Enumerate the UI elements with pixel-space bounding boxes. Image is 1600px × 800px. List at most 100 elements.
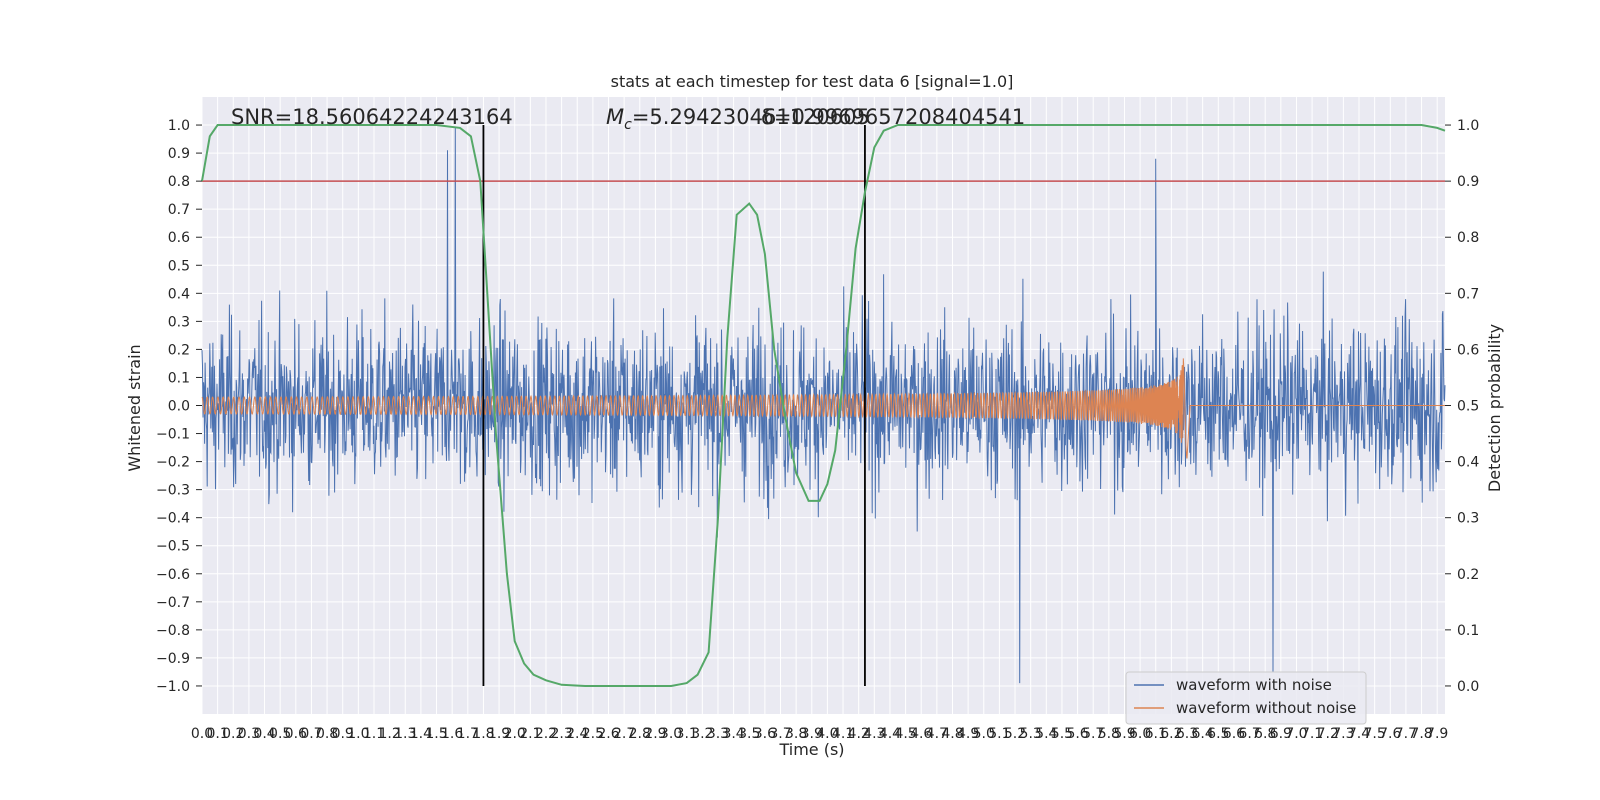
y-tick-label: 0.4: [168, 286, 190, 302]
clean-line: [201, 358, 1445, 459]
y-tick-label: −0.7: [156, 595, 190, 611]
x-tick-label: 6.7: [1238, 726, 1260, 742]
x-tick-label: 0.4: [253, 726, 275, 742]
x-tick-label: 3.7: [769, 726, 791, 742]
y2-tick-label: 0.3: [1457, 511, 1479, 527]
x-tick-label: 4.1: [832, 726, 854, 742]
x-tick-label: 6.9: [1270, 726, 1292, 742]
y2-tick-label: 0.1: [1457, 623, 1479, 639]
y-tick-label: −0.4: [156, 511, 190, 527]
y-tick-label: 0.3: [168, 314, 190, 330]
x-tick-label: 5.3: [1020, 726, 1042, 742]
x-tick-label: 6.8: [1254, 726, 1276, 742]
chirp-mass-symbol: M: [606, 105, 624, 129]
x-tick-label: 0.7: [300, 726, 322, 742]
x-tick-label: 2.7: [613, 726, 635, 742]
x-tick-label: 1.8: [472, 726, 494, 742]
x-tick-label: 4.8: [941, 726, 963, 742]
noise-line: [201, 127, 1446, 684]
y2-tick-label: 0.4: [1457, 455, 1479, 471]
annotation-snr: SNR=18.56064224243164: [231, 105, 513, 129]
x-tick-label: 5.4: [1035, 726, 1057, 742]
x-tick-label: 2.5: [582, 726, 604, 742]
x-tick-label: 0.1: [207, 726, 229, 742]
legend-label-clean: waveform without noise: [1176, 699, 1356, 717]
y2-tick-label: 0.9: [1457, 174, 1479, 190]
y-tick-label: 0.1: [168, 370, 190, 386]
x-tick-label: 5.9: [1113, 726, 1135, 742]
x-tick-label: 3.6: [754, 726, 776, 742]
x-tick-label: 0.9: [332, 726, 354, 742]
y-axis-label: Whitened strain: [125, 344, 144, 471]
x-tick-label: 4.3: [863, 726, 885, 742]
x-tick-label: 7.8: [1410, 726, 1432, 742]
y2-tick-label: 0.2: [1457, 567, 1479, 583]
x-tick-label: 5.0: [973, 726, 995, 742]
x-tick-label: 4.4: [879, 726, 901, 742]
x-tick-label: 2.0: [504, 726, 526, 742]
y-tick-label: −0.9: [156, 651, 190, 667]
x-tick-label: 7.6: [1379, 726, 1401, 742]
y2-tick-label: 0.8: [1457, 230, 1479, 246]
x-tick-label: 4.7: [926, 726, 948, 742]
x-tick-label: 4.5: [894, 726, 916, 742]
y-tick-label: −0.1: [156, 427, 190, 443]
annotation-chirp-mass: Mc=5.294230461120605: [606, 105, 870, 133]
x-tick-label: 0.2: [222, 726, 244, 742]
y-tick-label: 0.6: [168, 230, 190, 246]
series-waveform-without-noise: [201, 358, 1445, 459]
x-tick-label: 1.5: [425, 726, 447, 742]
x-tick-label: 6.1: [1145, 726, 1167, 742]
x-tick-label: 7.2: [1317, 726, 1339, 742]
y-tick-label: 0.7: [168, 202, 190, 218]
y2-tick-label: 0.7: [1457, 286, 1479, 302]
x-tick-label: 0.8: [316, 726, 338, 742]
x-tick-label: 1.3: [394, 726, 416, 742]
x-tick-label: 6.5: [1207, 726, 1229, 742]
series-detection-probability: [201, 124, 1446, 687]
x-tick-label: 7.7: [1395, 726, 1417, 742]
x-tick-label: 4.9: [957, 726, 979, 742]
x-tick-label: 6.0: [1129, 726, 1151, 742]
x-tick-label: 3.3: [707, 726, 729, 742]
y-tick-label: 0.0: [168, 399, 190, 415]
x-tick-label: 5.5: [1051, 726, 1073, 742]
legend-box: [1125, 671, 1367, 725]
y-tick-label: −0.3: [156, 483, 190, 499]
y2-axis-label: Detection probability: [1485, 324, 1504, 492]
y-tick-label: 1.0: [168, 118, 190, 134]
x-tick-label: 1.1: [363, 726, 385, 742]
y2-tick-label: 0.5: [1457, 399, 1479, 415]
x-tick-label: 2.3: [550, 726, 572, 742]
x-tick-label: 2.1: [519, 726, 541, 742]
x-tick-label: 5.1: [988, 726, 1010, 742]
x-tick-label: 2.2: [535, 726, 557, 742]
x-tick-label: 3.9: [801, 726, 823, 742]
x-tick-label: 6.6: [1223, 726, 1245, 742]
x-tick-label: 5.7: [1082, 726, 1104, 742]
x-tick-label: 0.0: [191, 726, 213, 742]
y-tick-label: 0.2: [168, 342, 190, 358]
x-tick-label: 1.7: [457, 726, 479, 742]
x-tick-label: 6.3: [1176, 726, 1198, 742]
y-tick-label: −1.0: [156, 679, 190, 695]
x-tick-label: 3.0: [660, 726, 682, 742]
annotation-overlap: δ=0.9969657208404541: [761, 105, 1025, 129]
x-tick-label: 5.2: [1004, 726, 1026, 742]
x-tick-label: 3.4: [722, 726, 744, 742]
x-tick-label: 0.5: [269, 726, 291, 742]
y-tick-label: −0.2: [156, 455, 190, 471]
x-tick-label: 2.4: [566, 726, 588, 742]
x-tick-label: 3.8: [785, 726, 807, 742]
chirp-mass-subscript: c: [624, 117, 632, 133]
y-tick-label: −0.8: [156, 623, 190, 639]
y-tick-label: 0.5: [168, 258, 190, 274]
tick-labels: 0.00.10.20.30.40.50.60.70.80.91.01.11.21…: [156, 118, 1479, 742]
chart-title: stats at each timestep for test data 6 […: [611, 72, 1014, 91]
x-tick-label: 0.3: [238, 726, 260, 742]
y-tick-label: 0.8: [168, 174, 190, 190]
probability-line: [201, 124, 1446, 687]
x-tick-label: 1.6: [441, 726, 463, 742]
x-tick-label: 5.6: [1066, 726, 1088, 742]
